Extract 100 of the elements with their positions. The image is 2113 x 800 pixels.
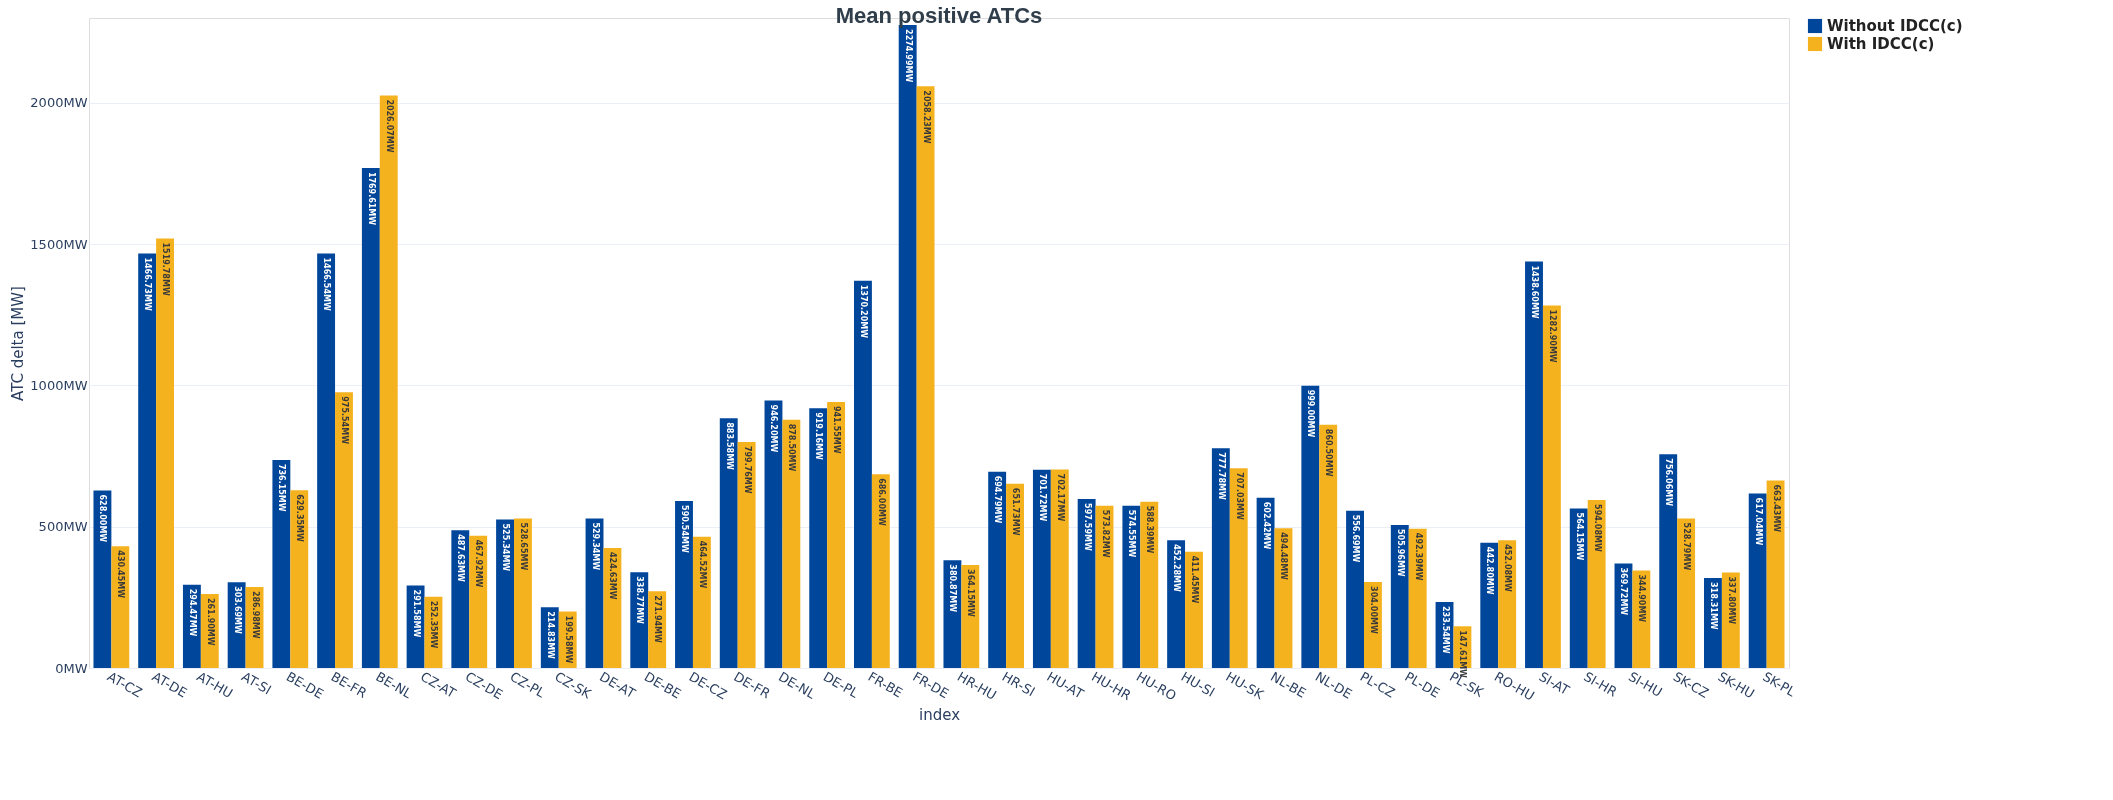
bar (1050, 469, 1069, 668)
data-label: 492.39MW (1413, 532, 1423, 581)
data-label: 574.55MW (1127, 509, 1137, 558)
bar (1408, 528, 1427, 668)
data-label: 701.72MW (1037, 473, 1047, 522)
bar (379, 95, 398, 668)
bar (1122, 505, 1141, 668)
data-label: 369.72MW (1619, 567, 1629, 616)
data-label: 629.35MW (295, 494, 305, 542)
bar (1390, 525, 1409, 668)
bar (1346, 510, 1364, 668)
x-tick-label: AT-SI (239, 668, 274, 698)
data-label: 651.73MW (1011, 487, 1021, 536)
data-label: 344.90MW (1637, 574, 1647, 623)
bar (764, 400, 783, 668)
data-label: 1519.78MW (161, 242, 171, 296)
bar (1301, 385, 1320, 668)
data-label: 975.54MW (340, 396, 349, 445)
bar (854, 280, 872, 668)
bar (290, 490, 309, 668)
data-label: 199.58MW (563, 615, 573, 664)
data-label: 303.69MW (232, 586, 242, 635)
bar (1006, 483, 1024, 668)
data-label: 430.45MW (116, 550, 126, 599)
bar (871, 474, 890, 668)
data-label: 442.80MW (1485, 546, 1495, 595)
data-label: 707.03MW (1234, 472, 1244, 521)
data-label: 556.69MW (1351, 514, 1361, 563)
y-axis-title: ATC delta [MW] (9, 286, 28, 401)
data-label: 452.28MW (1172, 544, 1182, 593)
data-label: 564.15MW (1574, 512, 1584, 561)
data-label: 318.31MW (1708, 582, 1718, 630)
bar (317, 253, 336, 668)
data-label: 1370.20MW (858, 284, 868, 339)
data-label: 999.00MW (1306, 389, 1316, 438)
data-label: 337.80MW (1726, 576, 1736, 625)
data-label: 594.08MW (1592, 504, 1602, 552)
data-label: 2274.99MW (903, 29, 913, 83)
legend-label: Without IDCC(c) (1827, 17, 1963, 35)
bar (737, 441, 756, 668)
bar (1211, 448, 1230, 668)
bar (1659, 454, 1678, 668)
data-label: 467.92MW (474, 539, 484, 588)
bar (138, 253, 157, 668)
data-label: 487.63MW (456, 534, 466, 583)
data-label: 2058.23MW (921, 90, 931, 144)
data-label: 464.52MW (697, 540, 707, 589)
bar (1140, 501, 1159, 668)
bar (514, 518, 532, 668)
data-label: 617.04MW (1753, 497, 1763, 546)
data-label: 1282.90MW (1547, 309, 1557, 363)
legend-label: With IDCC(c) (1827, 35, 1935, 53)
data-label: 919.16MW (814, 412, 824, 461)
data-label: 494.48MW (1279, 532, 1289, 581)
data-label: 602.42MW (1261, 501, 1271, 550)
y-tick-label: 1500MW (30, 236, 88, 252)
data-label: 261.90MW (205, 597, 215, 646)
bar (1319, 424, 1338, 668)
data-label: 338.77MW (635, 576, 645, 625)
bar (988, 471, 1007, 668)
chart-title: Mean positive ATCs (835, 3, 1043, 28)
data-label: 1438.60MW (1530, 265, 1539, 319)
bar (1032, 469, 1051, 668)
data-label: 799.76MW (742, 445, 752, 494)
data-label: 946.20MW (769, 404, 779, 453)
bar (1569, 508, 1588, 668)
data-label: 1769.61MW (366, 171, 376, 226)
data-label: 233.54MW (1440, 606, 1450, 654)
x-axis-title: index (918, 705, 961, 724)
bar (335, 392, 353, 668)
data-label: 528.65MW (518, 522, 528, 571)
bar (1229, 468, 1248, 668)
data-label: 529.34MW (590, 522, 600, 571)
bar (469, 535, 488, 668)
bar (1677, 518, 1696, 668)
data-label: 694.79MW (993, 475, 1003, 524)
bar (272, 459, 291, 668)
y-tick-label: 1000MW (30, 377, 88, 393)
bar (1525, 261, 1543, 668)
data-label: 597.59MW (1082, 503, 1092, 551)
data-label: 777.78MW (1216, 452, 1226, 501)
bar (692, 536, 711, 668)
bar (675, 501, 693, 668)
data-label: 756.06MW (1664, 458, 1674, 507)
bar (916, 86, 935, 668)
data-label: 2026.07MW (384, 99, 394, 153)
data-label: 1466.54MW (322, 257, 332, 311)
data-label: 1466.73MW (143, 257, 153, 311)
data-label: 411.45MW (1190, 555, 1199, 604)
y-tick-label: 500MW (38, 519, 88, 535)
data-label: 505.96MW (1395, 529, 1405, 577)
data-label: 941.55MW (832, 405, 842, 454)
data-label: 214.83MW (545, 611, 555, 660)
data-label: 424.63MW (608, 552, 618, 600)
data-label: 736.15MW (277, 463, 287, 512)
bar (156, 238, 174, 668)
bar (1542, 305, 1561, 668)
data-label: 878.50MW (787, 423, 797, 472)
bar (93, 490, 112, 668)
x-tick-label: SI-AT (1536, 668, 1572, 698)
